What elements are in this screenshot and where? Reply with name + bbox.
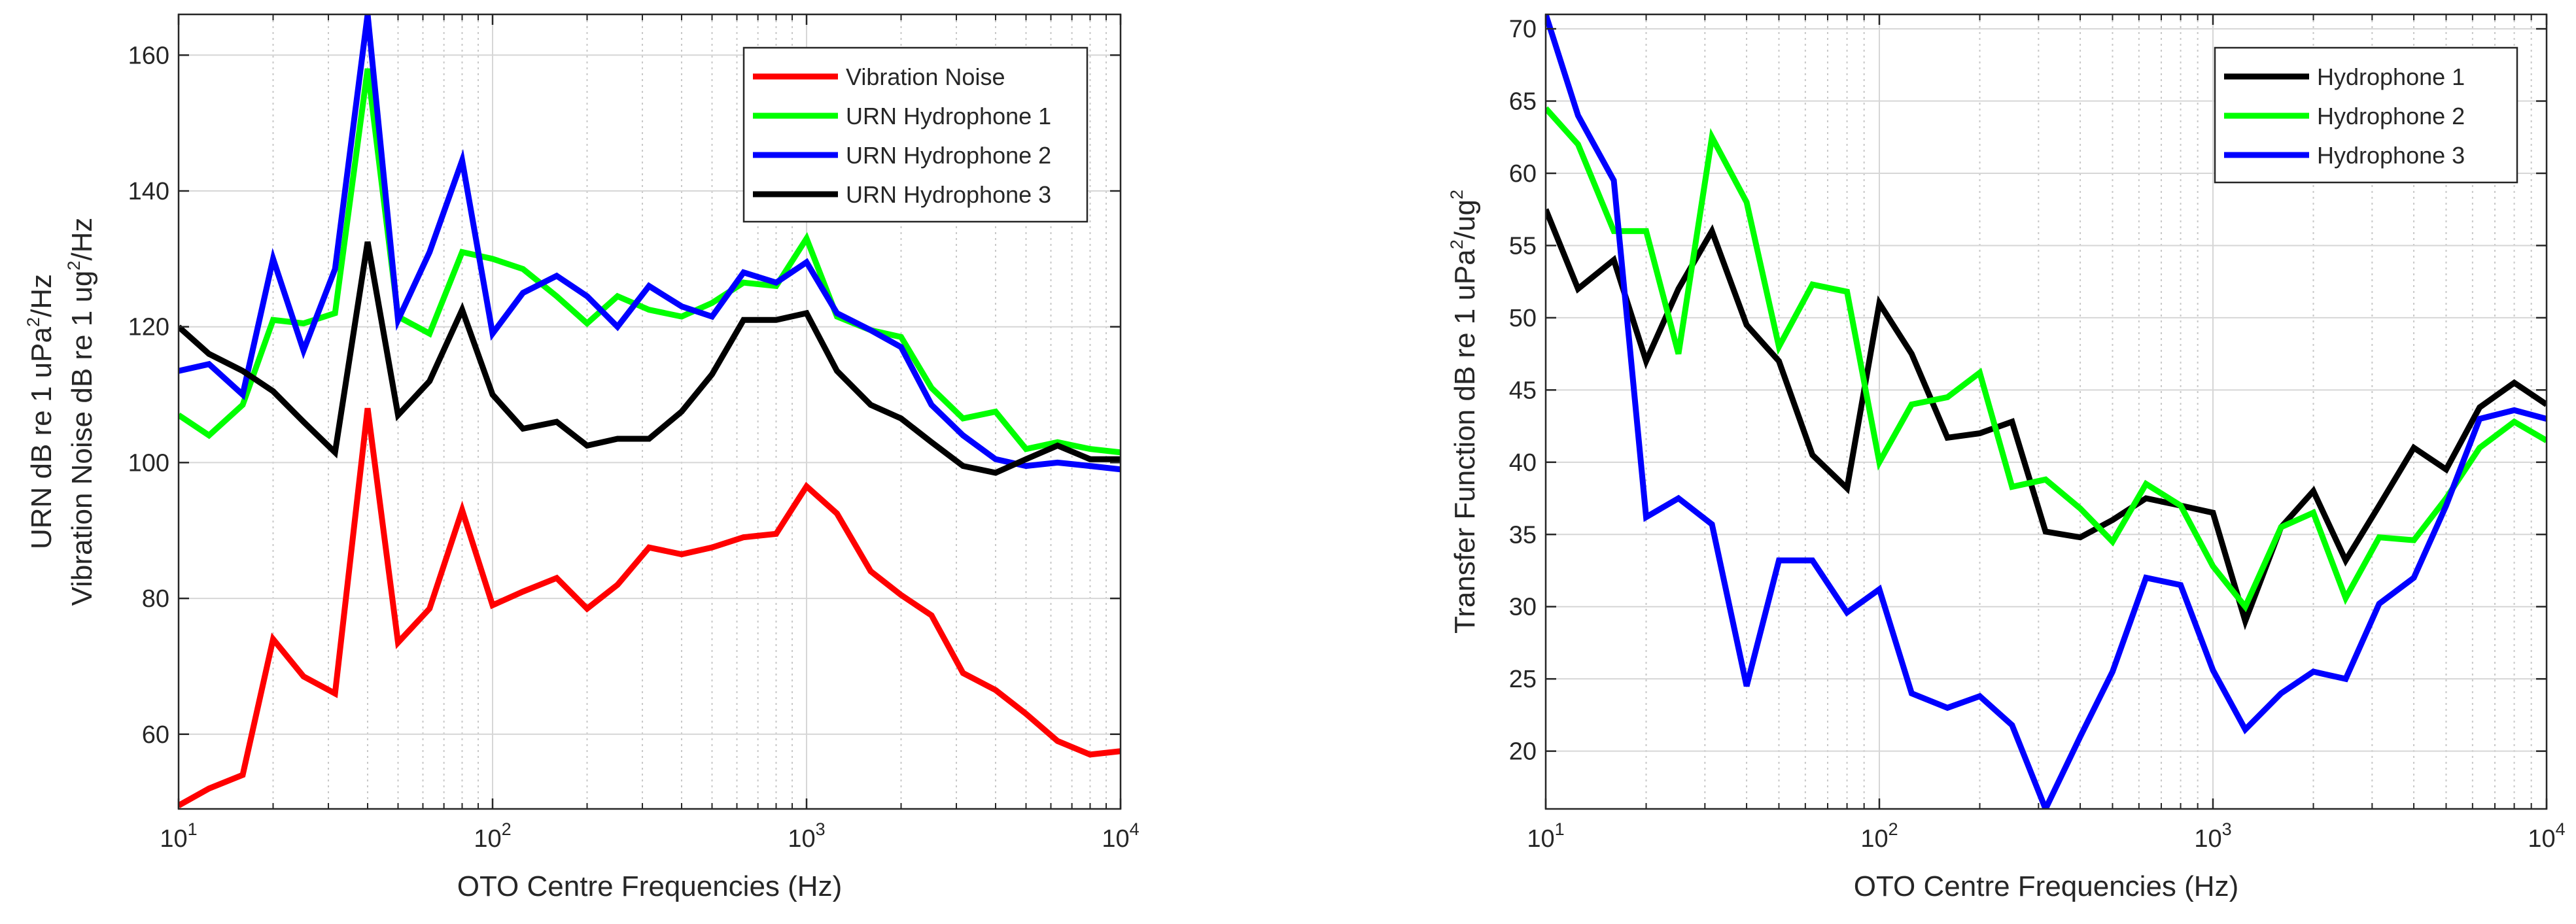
chart-right-transfer-function: 101 102 103 104 20 25 30 35 40 45 50 55 60 65 70 OTO Ce… <box>1447 13 2566 902</box>
legend-label: URN Hydrophone 3 <box>846 181 1051 208</box>
x-tick-label: 102 <box>474 819 511 853</box>
x-tick-label: 104 <box>2528 819 2565 853</box>
series-line-vibration-noise <box>179 407 1121 808</box>
legend-label: URN Hydrophone 1 <box>846 103 1051 129</box>
y-tick-label: 60 <box>142 721 169 749</box>
y-tick-label: 35 <box>1509 521 1537 549</box>
y-tick-label: 100 <box>128 449 169 477</box>
y-tick-label: 55 <box>1509 232 1537 260</box>
y-tick-label: 40 <box>1509 449 1537 477</box>
minor-gridlines <box>272 14 1107 809</box>
superscript: 4 <box>2556 819 2566 839</box>
y-axis-label: URN dB re 1 uPa2/Hz <box>24 274 58 549</box>
x-axis-label: OTO Centre Frequencies (Hz) <box>1854 870 2238 902</box>
x-tick-label: 101 <box>1527 819 1564 853</box>
superscript: 4 <box>1130 819 1140 839</box>
y-axis-label: Transfer Function dB re 1 uPa2/ug2 <box>1447 190 1481 634</box>
legend-label: Hydrophone 2 <box>2317 103 2465 129</box>
superscript: 3 <box>816 819 826 839</box>
y-tick-label: 50 <box>1509 305 1537 332</box>
y-tick-label: 45 <box>1509 377 1537 404</box>
superscript: 2 <box>1888 819 1898 839</box>
chart-left-urn-vibration: 101 102 103 104 60 80 100 120 140 160 OTO Centre F… <box>24 13 1140 902</box>
series-group <box>1546 14 2547 809</box>
superscript: 2 <box>502 819 512 839</box>
axes-box <box>177 13 1122 810</box>
x-tick-label: 101 <box>160 819 197 853</box>
y-tick-label: 120 <box>128 314 169 341</box>
y-tick-label: 60 <box>1509 160 1537 188</box>
y-tick-label: 70 <box>1509 16 1537 43</box>
y-tick-label: 30 <box>1509 594 1537 621</box>
y-tick-label: 25 <box>1509 666 1537 693</box>
y-tick-label: 160 <box>128 42 169 69</box>
superscript: 3 <box>2222 819 2232 839</box>
superscript: 2 <box>1447 190 1467 199</box>
superscript: 2 <box>1447 239 1467 249</box>
series-line-urn-hydrophone-2 <box>179 14 1121 473</box>
axes-box <box>1544 13 2548 810</box>
legend-label: Hydrophone 1 <box>2317 63 2465 90</box>
legend-label: Vibration Noise <box>846 63 1005 90</box>
x-tick-label: 103 <box>788 819 825 853</box>
y-tick-label: 80 <box>142 585 169 613</box>
x-tick-label: 104 <box>1102 819 1139 853</box>
legend-label: Hydrophone 3 <box>2317 142 2465 169</box>
legend: Hydrophone 1 Hydrophone 2 Hydrophone 3 <box>2214 46 2518 184</box>
x-tick-label: 102 <box>1860 819 1898 853</box>
superscript: 2 <box>64 261 84 271</box>
superscript: 2 <box>24 317 43 327</box>
superscript: 1 <box>188 819 198 839</box>
series-line-hydrophone-1 <box>1546 208 2547 630</box>
series-line-urn-hydrophone-3 <box>179 241 1121 476</box>
series-line-urn-hydrophone-1 <box>179 68 1121 456</box>
superscript: 1 <box>1555 819 1565 839</box>
series-line-hydrophone-3 <box>1546 14 2547 809</box>
series-group <box>179 14 1121 808</box>
y-axis-label: Vibration Noise dB re 1 ug2/Hz <box>64 218 98 606</box>
series-line-hydrophone-2 <box>1546 106 2547 613</box>
legend: Vibration Noise URN Hydrophone 1 URN Hydro… <box>742 46 1088 223</box>
x-tick-label: 103 <box>2194 819 2231 853</box>
legend-label: URN Hydrophone 2 <box>846 142 1051 169</box>
y-tick-label: 140 <box>128 178 169 205</box>
y-tick-label: 20 <box>1509 738 1537 766</box>
minor-gridlines <box>1645 14 2532 809</box>
x-axis-label: OTO Centre Frequencies (Hz) <box>457 870 842 902</box>
y-tick-label: 65 <box>1509 88 1537 116</box>
